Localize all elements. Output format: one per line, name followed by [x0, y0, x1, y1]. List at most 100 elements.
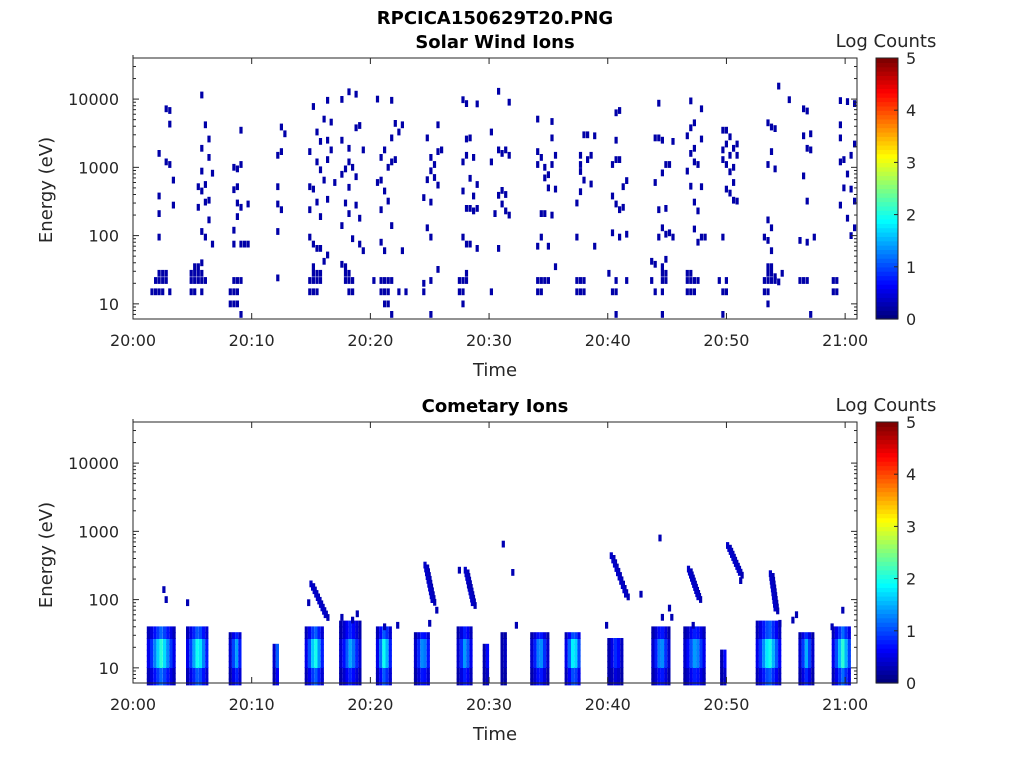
colorbar-segment	[876, 639, 898, 645]
spectrogram-cell	[831, 667, 835, 674]
colorbar-segment	[876, 262, 898, 268]
spectrogram-cell	[622, 586, 626, 594]
spectrogram-cell	[755, 626, 759, 634]
spectrogram-cell	[311, 240, 315, 248]
spectrogram-cell	[347, 144, 351, 152]
spectrogram-cell	[200, 277, 204, 284]
spectrogram-cell	[771, 649, 775, 657]
spectrogram-cell	[420, 638, 424, 645]
spectrogram-cell	[692, 638, 697, 645]
spectrogram-cell	[379, 655, 383, 663]
spectrogram-cell	[853, 197, 857, 205]
spectrogram-cell	[354, 124, 358, 132]
spectrogram-cell	[758, 649, 763, 657]
spectrogram-cell	[413, 638, 418, 645]
spectrogram-cell	[383, 146, 387, 154]
spectrogram-cell	[720, 661, 724, 668]
spectrogram-cell	[317, 678, 321, 686]
colorbar-segment	[876, 266, 898, 272]
spectrogram-cell	[205, 672, 209, 680]
spectrogram-cell	[166, 672, 170, 680]
spectrogram-cell	[696, 638, 700, 645]
spectrogram-cell	[724, 185, 728, 193]
spectrogram-cell	[146, 667, 150, 674]
spectrogram-cell	[426, 568, 430, 576]
spectrogram-cell	[699, 672, 703, 680]
spectrogram-cell	[469, 592, 473, 599]
spectrogram-cell	[577, 638, 581, 645]
spectrogram-cell	[339, 626, 343, 634]
spectrogram-cell	[466, 643, 470, 651]
spectrogram-cell	[275, 678, 279, 686]
spectrogram-cell	[607, 661, 611, 668]
spectrogram-cell	[771, 626, 775, 634]
spectrogram-cell	[193, 277, 197, 284]
spectrogram-cell	[314, 632, 318, 639]
colorbar-segment	[876, 297, 898, 303]
spectrogram-cell	[539, 655, 543, 663]
spectrogram-cell	[351, 626, 356, 634]
spectrogram-cell	[429, 154, 433, 161]
spectrogram-cell	[154, 288, 158, 296]
spectrogram-cell	[417, 643, 421, 651]
spectrogram-cell	[847, 638, 851, 645]
spectrogram-cell	[503, 667, 507, 674]
spectrogram-cell	[192, 632, 196, 639]
spectrogram-cell	[773, 277, 777, 284]
spectrogram-cell	[150, 678, 154, 686]
spectrogram-cell	[159, 626, 163, 634]
spectrogram-cell	[193, 263, 197, 271]
spectrogram-cell	[543, 672, 547, 680]
spectrogram-cell	[657, 667, 661, 674]
spectrogram-cell	[696, 655, 700, 663]
spectrogram-cell	[485, 678, 490, 686]
spectrogram-cell	[468, 134, 472, 142]
spectrogram-cell	[667, 661, 671, 668]
colorbar-tick-label: 5	[906, 49, 916, 68]
panel-2-cells	[146, 534, 851, 686]
spectrogram-cell	[575, 288, 579, 296]
spectrogram-cell	[308, 206, 312, 214]
spectrogram-cell	[203, 277, 207, 284]
spectrogram-cell	[577, 655, 581, 663]
spectrogram-cell	[420, 649, 424, 657]
colorbar-segment	[876, 218, 898, 224]
spectrogram-cell	[171, 201, 175, 209]
spectrogram-cell	[198, 661, 202, 668]
spectrogram-cell	[503, 632, 507, 639]
spectrogram-cell	[200, 187, 204, 195]
spectrogram-cell	[228, 672, 232, 680]
spectrogram-cell	[375, 655, 380, 663]
spectrogram-cell	[388, 649, 392, 657]
spectrogram-cell	[379, 288, 383, 296]
spectrogram-cell	[339, 672, 343, 680]
spectrogram-cell	[423, 672, 427, 680]
colorbar-segment	[876, 500, 898, 506]
spectrogram-cell	[808, 672, 812, 680]
spectrogram-cell	[801, 672, 805, 680]
spectrogram-cell	[613, 672, 617, 680]
spectrogram-cell	[308, 277, 312, 284]
spectrogram-cell	[699, 626, 703, 634]
spectrogram-cell	[805, 197, 809, 205]
colorbar-segment	[876, 422, 898, 427]
spectrogram-cell	[625, 277, 629, 284]
spectrogram-cell	[574, 661, 578, 668]
spectrogram-cell	[228, 632, 232, 639]
spectrogram-cell	[657, 206, 661, 214]
spectrogram-cell	[317, 597, 321, 605]
spectrogram-cell	[667, 678, 671, 686]
spectrogram-cell	[762, 678, 766, 686]
spectrogram-cell	[735, 140, 739, 148]
spectrogram-cell	[351, 649, 356, 657]
spectrogram-cell	[202, 661, 206, 668]
spectrogram-cell	[195, 672, 199, 680]
spectrogram-cell	[842, 156, 846, 163]
spectrogram-cell	[469, 649, 473, 657]
spectrogram-cell	[358, 667, 362, 674]
spectrogram-cell	[607, 643, 611, 651]
spectrogram-cell	[689, 661, 693, 668]
spectrogram-cell	[500, 678, 504, 686]
spectrogram-cell	[342, 649, 346, 657]
spectrogram-cell	[699, 667, 703, 674]
